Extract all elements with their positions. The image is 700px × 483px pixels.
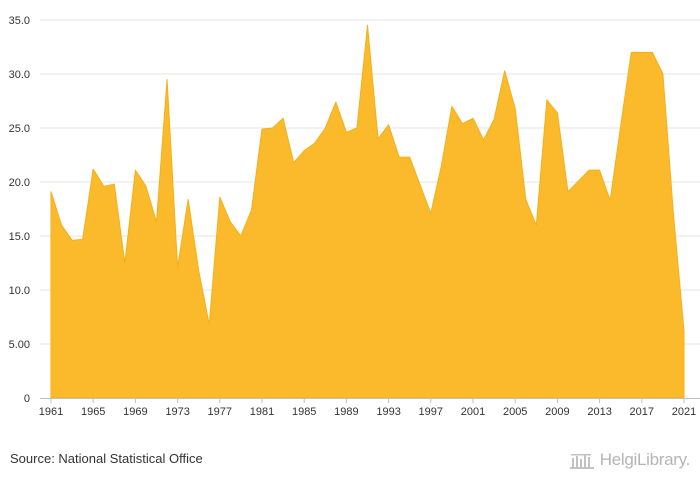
y-tick-label: 0 [24,393,30,405]
y-tick-label: 20.0 [9,177,30,189]
x-tick-label: 1969 [123,406,147,418]
x-tick-label: 1965 [81,406,105,418]
source-note: Source: National Statistical Office [10,451,203,466]
x-tick-label: 2021 [672,406,696,418]
x-tick-label: 1973 [165,406,189,418]
area-series [50,24,685,399]
x-tick-label: 1989 [334,406,358,418]
y-tick-label: 25.0 [9,123,30,135]
area-series-value [50,24,685,399]
x-tick-label: 2005 [503,406,527,418]
y-tick-label: 5.00 [9,339,30,351]
x-tick-label: 1997 [419,406,443,418]
x-axis-labels: 1961 1965 1969 1973 1977 1981 1985 1989 1993 1997… [39,406,696,418]
x-tick-label: 2017 [630,406,654,418]
x-tick-label: 1961 [39,406,63,418]
x-tick-label: 2013 [587,406,611,418]
y-tick-label: 10.0 [9,285,30,297]
x-tick-label: 1977 [208,406,232,418]
y-tick-label: 30.0 [9,69,30,81]
library-building-icon [569,454,594,469]
x-tick-label: 1993 [376,406,400,418]
x-tick-label: 2009 [545,406,569,418]
y-axis: 0 5.00 10.0 15.0 20.0 25.0 30.0 35.0 [9,15,30,405]
x-tick-label: 1981 [250,406,274,418]
logo-text: HelgiLibrary. [599,450,691,469]
x-tick-label: 1985 [292,406,316,418]
y-tick-label: 35.0 [9,15,30,27]
x-axis [40,398,700,403]
y-tick-label: 15.0 [9,231,30,243]
x-tick-label: 2001 [461,406,485,418]
helgilibrary-logo: HelgiLibrary. [569,447,690,473]
